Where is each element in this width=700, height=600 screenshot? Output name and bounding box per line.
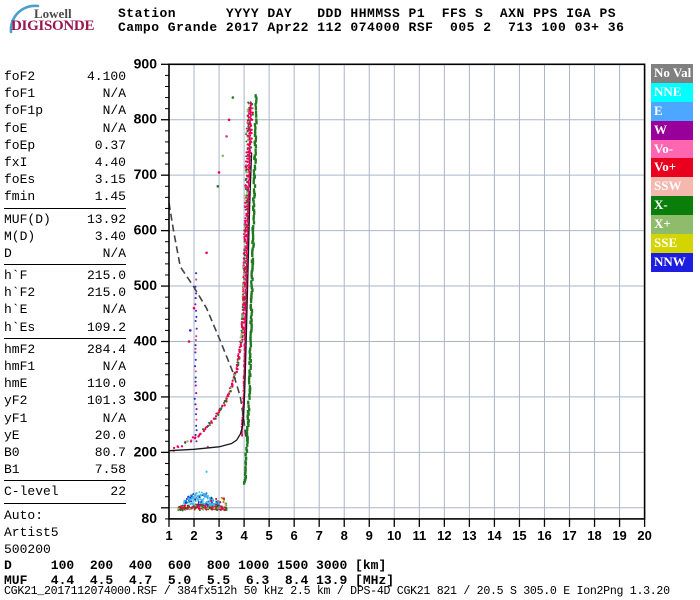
svg-text:7: 7 (316, 528, 323, 543)
svg-text:200: 200 (134, 443, 158, 459)
svg-text:3: 3 (215, 528, 222, 543)
svg-text:300: 300 (134, 388, 158, 404)
svg-text:400: 400 (134, 333, 158, 349)
svg-text:13: 13 (462, 528, 476, 543)
svg-text:5: 5 (266, 528, 273, 543)
svg-text:4: 4 (240, 528, 248, 543)
svg-text:2: 2 (190, 528, 197, 543)
svg-text:9: 9 (366, 528, 373, 543)
svg-text:12: 12 (437, 528, 451, 543)
svg-text:700: 700 (134, 166, 158, 182)
svg-text:500: 500 (134, 277, 158, 293)
svg-text:20: 20 (637, 528, 651, 543)
svg-text:17: 17 (562, 528, 576, 543)
svg-text:800: 800 (134, 111, 158, 127)
svg-text:10: 10 (387, 528, 401, 543)
svg-text:18: 18 (587, 528, 601, 543)
svg-text:15: 15 (512, 528, 526, 543)
svg-text:6: 6 (291, 528, 298, 543)
svg-text:8: 8 (341, 528, 348, 543)
svg-text:600: 600 (134, 222, 158, 238)
svg-text:80: 80 (141, 510, 157, 526)
svg-text:14: 14 (487, 528, 502, 543)
svg-text:1: 1 (165, 528, 172, 543)
svg-text:16: 16 (537, 528, 551, 543)
svg-text:19: 19 (612, 528, 626, 543)
svg-text:900: 900 (134, 55, 158, 71)
svg-text:11: 11 (412, 528, 426, 543)
